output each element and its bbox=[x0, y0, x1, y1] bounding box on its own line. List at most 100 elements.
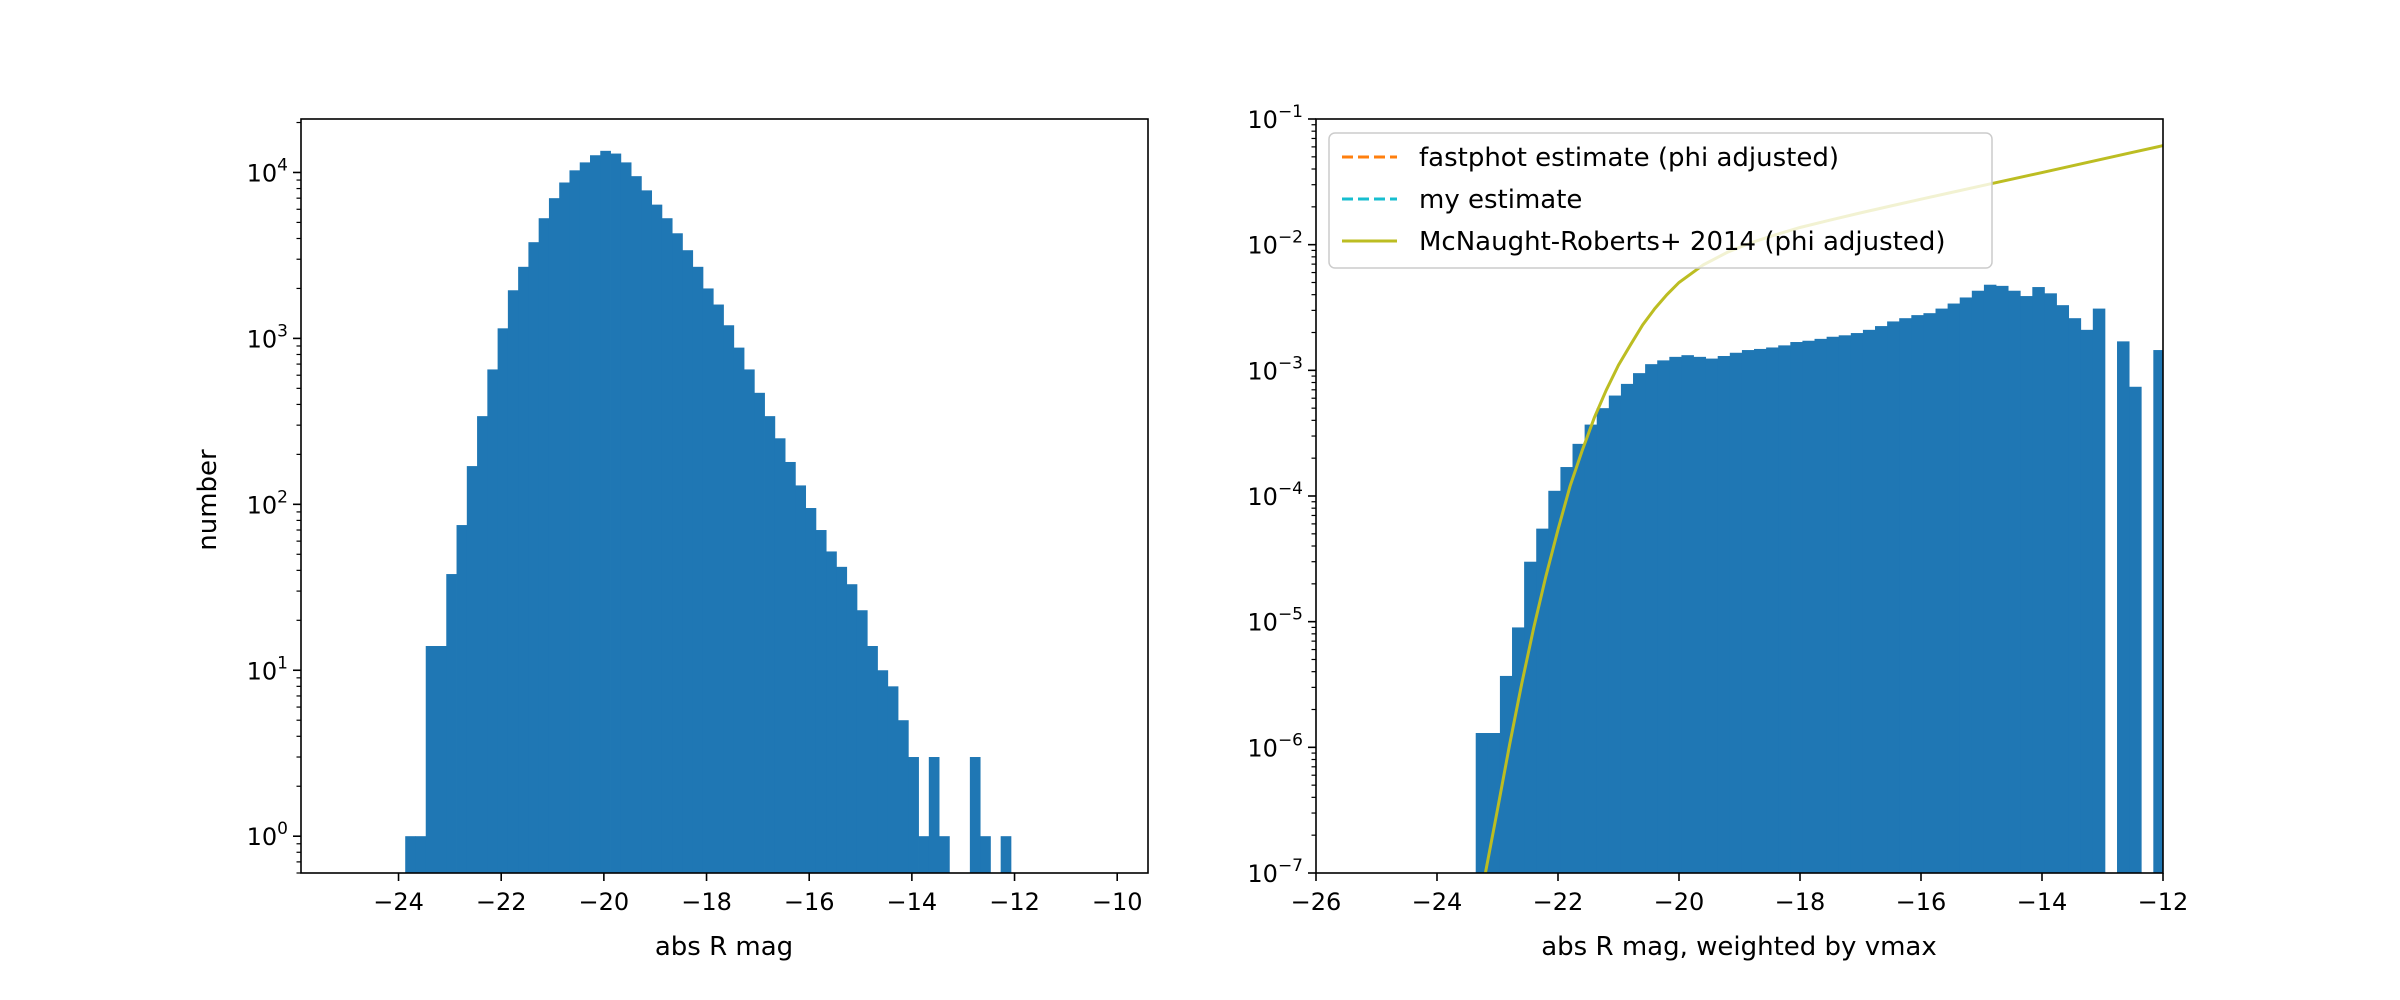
histogram-bar bbox=[538, 218, 550, 873]
x-tick-label: −14 bbox=[887, 888, 938, 916]
histogram-bar bbox=[2092, 308, 2106, 873]
left-x-axis-label: abs R mag bbox=[655, 932, 793, 962]
histogram-bar bbox=[836, 566, 848, 873]
histogram-bar bbox=[405, 836, 416, 873]
histogram-bar bbox=[1754, 348, 1767, 873]
histogram-bar bbox=[1645, 364, 1658, 873]
histogram-bar bbox=[672, 233, 683, 873]
y-tick-exponent: 0 bbox=[277, 819, 288, 839]
histogram-bar bbox=[1536, 528, 1549, 873]
histogram-bar bbox=[856, 610, 868, 873]
histogram-bar bbox=[785, 461, 796, 873]
histogram-bar bbox=[1633, 373, 1646, 873]
histogram-bar bbox=[928, 757, 940, 873]
y-tick-base: 10 bbox=[1247, 106, 1278, 134]
histogram-bar bbox=[2068, 318, 2082, 873]
histogram-bar bbox=[600, 150, 611, 873]
right-bars bbox=[1475, 284, 2163, 873]
y-tick-exponent: 4 bbox=[277, 155, 288, 175]
y-tick-exponent: −7 bbox=[1278, 856, 1303, 876]
histogram-bar bbox=[548, 198, 560, 873]
histogram-bar bbox=[1996, 285, 2009, 873]
y-tick-label: 101 bbox=[247, 653, 288, 685]
histogram-bar bbox=[569, 170, 581, 873]
y-tick-base: 10 bbox=[247, 325, 278, 353]
histogram-bar bbox=[1620, 383, 1634, 873]
histogram-bar bbox=[415, 836, 427, 873]
histogram-bar bbox=[579, 162, 591, 873]
histogram-bar bbox=[682, 250, 694, 873]
y-tick-base: 10 bbox=[1247, 232, 1278, 260]
histogram-bar bbox=[2008, 290, 2021, 873]
histogram-bar bbox=[1911, 315, 1924, 873]
histogram-bar bbox=[1560, 467, 1573, 873]
y-tick-exponent: −2 bbox=[1278, 228, 1303, 248]
y-tick-label: 102 bbox=[247, 487, 288, 519]
left-y-axis-label: number bbox=[193, 449, 223, 551]
x-tick-label: −12 bbox=[2138, 888, 2189, 916]
series-line bbox=[1483, 144, 2163, 873]
histogram-bar bbox=[1717, 356, 1731, 873]
left-x-ticks: −24 −22 −20 −18 −16 −14 −12 −10 bbox=[373, 873, 1143, 916]
histogram-bar bbox=[610, 153, 622, 873]
histogram-bar bbox=[795, 485, 807, 873]
histogram-bar bbox=[2117, 341, 2130, 873]
right-axes-frame bbox=[1315, 118, 2164, 874]
histogram-bar bbox=[641, 190, 653, 873]
histogram-bar bbox=[1596, 408, 1610, 873]
histogram-bar bbox=[764, 416, 776, 873]
histogram-bar bbox=[2080, 329, 2094, 873]
histogram-bar bbox=[2153, 350, 2163, 873]
histogram-bar bbox=[497, 328, 509, 873]
legend-label-fastphot: fastphot estimate (phi adjusted) bbox=[1419, 143, 1839, 173]
x-tick-label: −16 bbox=[784, 888, 835, 916]
x-tick-label: −18 bbox=[1775, 888, 1826, 916]
y-tick-base: 10 bbox=[1247, 609, 1278, 637]
histogram-bar bbox=[1000, 836, 1012, 873]
histogram-bar bbox=[1875, 326, 1888, 873]
histogram-bar bbox=[1572, 443, 1586, 873]
histogram-bar bbox=[754, 392, 765, 873]
histogram-bar bbox=[1887, 321, 1900, 873]
histogram-bar bbox=[1947, 303, 1961, 873]
y-tick-exponent: −4 bbox=[1278, 479, 1303, 499]
y-tick-label: 10−1 bbox=[1247, 102, 1303, 134]
histogram-bar bbox=[918, 836, 930, 873]
histogram-bar bbox=[466, 466, 478, 873]
histogram-bar bbox=[559, 182, 570, 873]
histogram-bar bbox=[826, 551, 837, 873]
left-bars bbox=[405, 150, 1012, 873]
histogram-bar bbox=[1862, 329, 1876, 873]
histogram-bar bbox=[805, 508, 817, 873]
y-tick-base: 10 bbox=[1247, 357, 1278, 385]
histogram-bar bbox=[1778, 345, 1791, 873]
histogram-bar bbox=[1802, 340, 1815, 873]
histogram-bar bbox=[518, 266, 529, 873]
histogram-bar bbox=[2129, 386, 2142, 873]
x-tick-label: −20 bbox=[579, 888, 630, 916]
histogram-bar bbox=[980, 836, 991, 873]
histogram-bar bbox=[1971, 290, 1985, 873]
histogram-bar bbox=[1790, 342, 1803, 873]
x-tick-label: −18 bbox=[681, 888, 732, 916]
right-lines bbox=[1483, 144, 2163, 873]
histogram-bar bbox=[2044, 293, 2057, 873]
y-tick-base: 10 bbox=[1247, 860, 1278, 888]
histogram-bar bbox=[1959, 297, 1973, 873]
histogram-bar bbox=[1548, 490, 1561, 873]
histogram-bar bbox=[661, 218, 673, 873]
histogram-bar bbox=[631, 176, 642, 873]
histogram-bar bbox=[1475, 733, 1489, 873]
histogram-bar bbox=[692, 266, 704, 873]
histogram-bar bbox=[1693, 356, 1707, 873]
histogram-bar bbox=[1899, 318, 1912, 873]
y-tick-label: 103 bbox=[247, 321, 288, 353]
y-tick-exponent: 2 bbox=[277, 487, 288, 507]
x-tick-label: −20 bbox=[1654, 888, 1705, 916]
histogram-bar bbox=[1512, 627, 1525, 873]
right-x-axis-label: abs R mag, weighted by vmax bbox=[1541, 932, 1936, 962]
histogram-bar bbox=[702, 288, 714, 873]
histogram-bar bbox=[867, 646, 878, 873]
histogram-bar bbox=[846, 584, 858, 873]
